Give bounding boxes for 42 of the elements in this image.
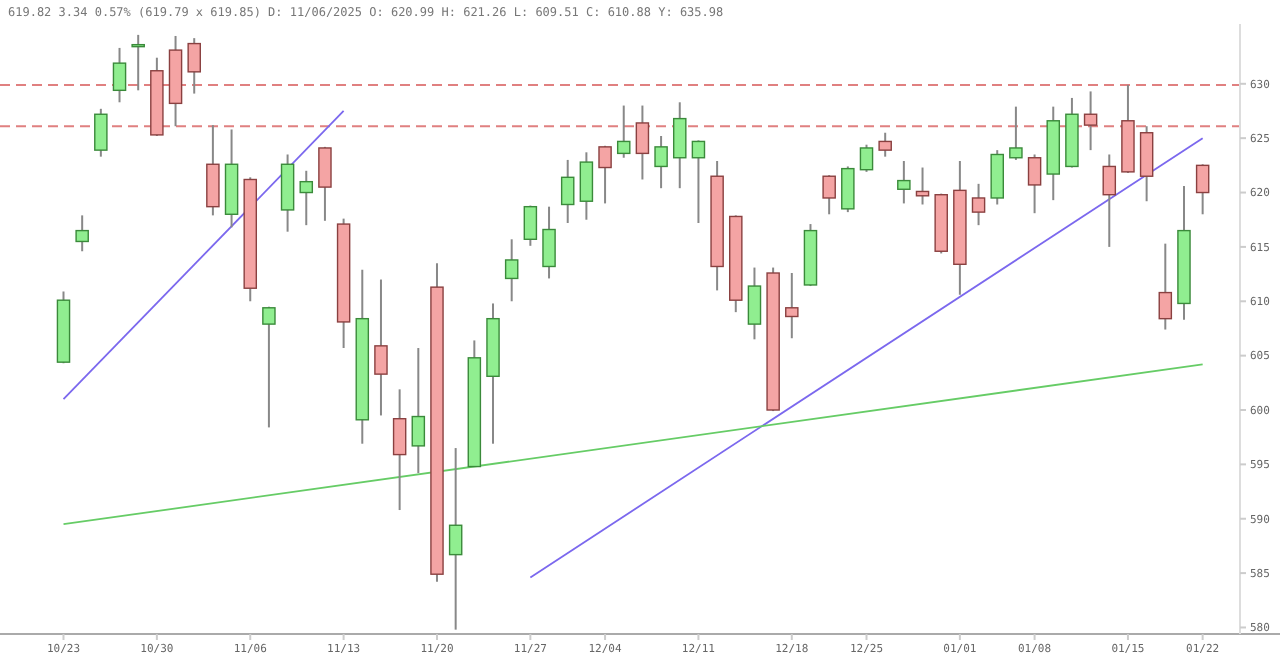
candlestick [131,33,145,92]
candlestick [75,214,89,253]
candlestick [616,104,631,159]
candlestick [971,182,986,227]
candlestick [318,145,332,222]
candlestick [280,153,295,233]
candlestick [1009,105,1023,161]
candlestick [504,238,519,303]
candlestick [262,305,276,429]
candlestick [448,447,463,631]
candlestick [1102,153,1117,248]
candlestick [542,205,556,280]
candlestick [897,160,911,205]
candlestick [915,166,930,206]
candlestick [672,101,687,190]
candlestick [990,149,1004,206]
candlestick [1158,242,1173,331]
candlestick [579,151,594,221]
candlestick [206,124,220,217]
candlestick [560,158,575,224]
candlestick [654,135,668,190]
candlestick [598,144,612,205]
candlestick [635,104,650,181]
candlestick [1195,163,1210,216]
candlestick [1027,153,1042,215]
candlestick [94,107,108,158]
candlestick [187,37,201,95]
candlestick [785,272,799,340]
candlestick [112,46,127,104]
candlestick [523,204,538,247]
candlestick [878,131,892,158]
candlestick [392,388,407,512]
candlestick [374,278,388,417]
candlestick [1139,125,1154,203]
candlestick [299,169,314,227]
candlestick [859,143,874,173]
candlestick [411,347,426,475]
candlestick [747,266,762,341]
candlestick [691,139,706,224]
candlestick [822,174,836,216]
candlestick [1083,90,1098,152]
candlestick [841,165,855,214]
